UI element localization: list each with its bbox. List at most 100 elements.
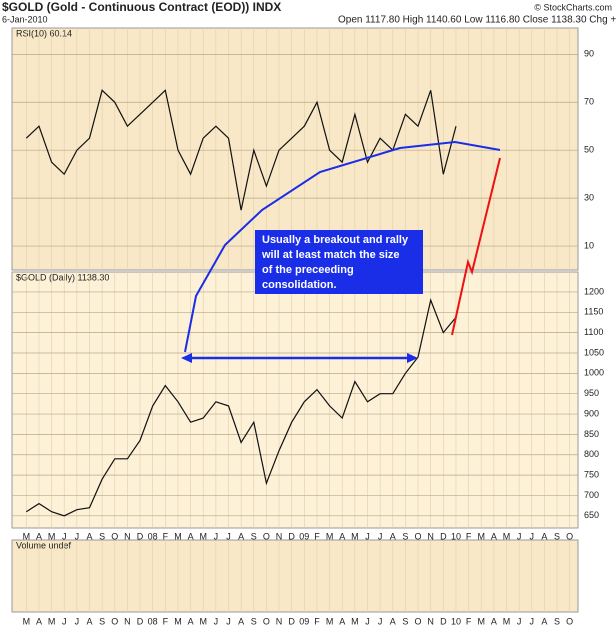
annotation-layer: Usually a breakout and rally will at lea… (181, 140, 501, 363)
x-tick-label: A (491, 616, 497, 626)
x-tick-label: M (351, 616, 359, 626)
x-tick-label: O (566, 616, 573, 626)
panel-title: Volume undef (16, 540, 72, 550)
x-tick-label: F (466, 531, 472, 541)
x-tick-label: F (314, 531, 320, 541)
x-tick-label: J (62, 616, 67, 626)
note-line: of the preceeding (262, 264, 354, 276)
note-line: Usually a breakout and rally (262, 234, 409, 246)
x-tick-label: A (86, 531, 92, 541)
x-tick-label: O (566, 531, 573, 541)
panel (11, 539, 579, 613)
x-tick-label: A (390, 531, 396, 541)
x-tick-label: M (199, 616, 207, 626)
x-tick-label: J (226, 616, 231, 626)
x-tick-label: S (554, 616, 560, 626)
y-tick-label: 1100 (584, 327, 603, 337)
x-tick-label: A (390, 616, 396, 626)
x-tick-label: S (99, 616, 105, 626)
y-tick-label: 750 (584, 469, 599, 479)
x-tick-label: D (440, 616, 447, 626)
x-tick-label: J (226, 531, 231, 541)
x-tick-label: M (174, 531, 182, 541)
x-tick-label: F (163, 616, 169, 626)
x-tick-label: J (62, 531, 67, 541)
x-tick-label: J (365, 616, 370, 626)
x-tick-label: J (214, 616, 219, 626)
x-tick-label: A (491, 531, 497, 541)
x-tick-label: M (326, 616, 334, 626)
x-tick-label: S (251, 531, 257, 541)
x-tick-label: A (339, 531, 345, 541)
x-tick-label: J (517, 616, 522, 626)
x-tick-label: M (503, 616, 511, 626)
y-tick-label: 850 (584, 429, 599, 439)
x-tick-label: N (427, 616, 434, 626)
x-tick-label: M (477, 531, 485, 541)
x-tick-label: A (541, 616, 547, 626)
x-tick-label: A (36, 531, 42, 541)
y-tick-label: 50 (584, 145, 594, 155)
price-line (25, 298, 457, 517)
credit: © StockCharts.com (534, 2, 612, 12)
x-tick-label: 09 (299, 616, 309, 626)
x-tick-label: N (124, 531, 131, 541)
x-tick-label: J (75, 616, 80, 626)
x-tick-label: O (111, 531, 118, 541)
panel-title: $GOLD (Daily) 1138.30 (16, 272, 109, 282)
note-line: consolidation. (262, 279, 337, 291)
x-tick-label: A (541, 531, 547, 541)
x-tick-label: M (23, 531, 31, 541)
x-tick-label: A (238, 616, 244, 626)
x-tick-label: M (351, 531, 359, 541)
y-tick-label: 70 (584, 97, 594, 107)
x-tick-label: 08 (148, 531, 158, 541)
y-tick-label: 1000 (584, 368, 604, 378)
y-tick-label: 950 (584, 388, 599, 398)
x-tick-label: S (402, 616, 408, 626)
symbol-title: $GOLD (Gold - Continuous Contract (EOD))… (2, 0, 281, 14)
x-tick-label: F (314, 616, 320, 626)
panels: RSI(10) 60.14 10 30 50 70 90 $GOLD (Daily) 113… (11, 27, 604, 626)
x-tick-label: M (503, 531, 511, 541)
x-tick-label: N (124, 616, 131, 626)
x-tick-label: M (48, 616, 56, 626)
panel (11, 271, 579, 529)
x-tick-label: 09 (299, 531, 309, 541)
x-tick-label: M (174, 616, 182, 626)
x-tick-label: J (378, 616, 383, 626)
note-line: will at least match the size (261, 249, 400, 261)
x-tick-label: A (36, 616, 42, 626)
y-tick-label: 1150 (584, 307, 603, 317)
x-tick-label: J (365, 531, 370, 541)
x-tick-label: M (477, 616, 485, 626)
arrow-head (407, 353, 418, 363)
projection-curve (184, 140, 501, 353)
x-tick-label: M (48, 531, 56, 541)
y-tick-label: 650 (584, 510, 599, 520)
y-tick-label: 1200 (584, 286, 604, 296)
projection-line (451, 157, 501, 336)
x-tick-label: J (214, 531, 219, 541)
x-tick-label: O (415, 616, 422, 626)
x-tick-label: M (199, 531, 207, 541)
quote: Open 1117.80 High 1140.60 Low 1116.80 Cl… (338, 15, 616, 26)
x-tick-label: A (188, 531, 194, 541)
x-tick-label: 10 (451, 616, 461, 626)
x-tick-label: J (530, 616, 535, 626)
y-tick-label: 900 (584, 408, 599, 418)
x-tick-label: S (402, 531, 408, 541)
x-tick-label: S (251, 616, 257, 626)
panel-title: RSI(10) 60.14 (16, 28, 72, 38)
x-tick-label: N (276, 616, 283, 626)
x-tick-label: J (517, 531, 522, 541)
x-tick-label: A (86, 616, 92, 626)
x-tick-label: D (440, 531, 447, 541)
y-tick-label: 800 (584, 449, 599, 459)
x-tick-label: S (99, 531, 105, 541)
x-tick-label: J (75, 531, 80, 541)
x-tick-label: N (276, 531, 283, 541)
x-tick-label: D (288, 531, 295, 541)
note-box (255, 230, 423, 294)
y-tick-label: 1050 (584, 347, 604, 357)
